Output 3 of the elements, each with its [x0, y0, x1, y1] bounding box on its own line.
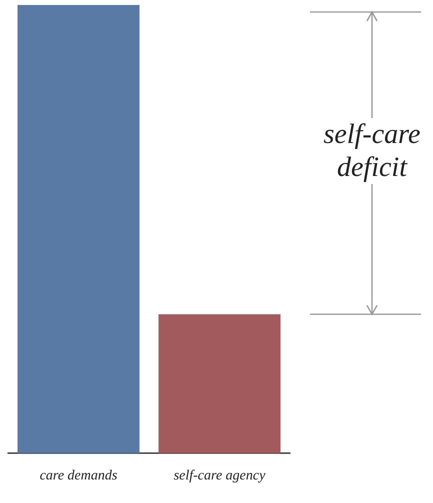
x-tick-label: care demands: [40, 468, 118, 484]
x-tick-label: self-care agency: [174, 468, 266, 484]
text: self-care deficit: [312, 118, 432, 184]
